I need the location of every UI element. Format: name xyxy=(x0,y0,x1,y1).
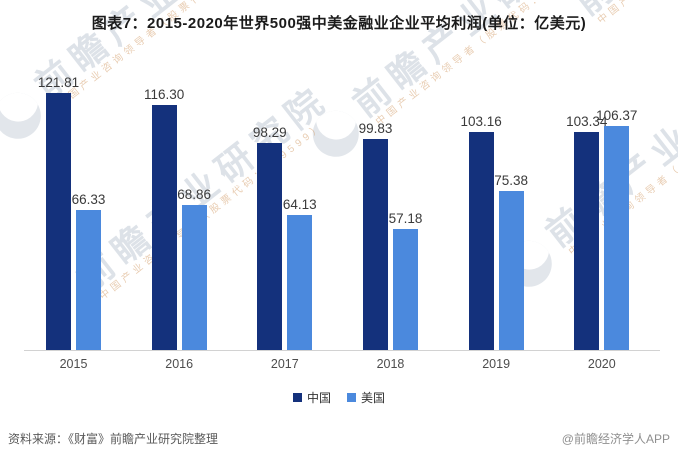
value-label-usa-2019: 75.38 xyxy=(494,173,529,188)
legend-swatch-usa xyxy=(347,393,356,402)
x-tick-2020: 2020 xyxy=(587,357,616,371)
value-label-usa-2015: 66.33 xyxy=(71,192,106,207)
legend: 中国 美国 xyxy=(0,389,678,406)
value-label-china-2020: 103.34 xyxy=(566,114,608,129)
value-label-usa-2020: 106.37 xyxy=(596,108,638,123)
bar-china-2017 xyxy=(257,143,283,350)
plot-area: 121.81 66.33 116.30 68.86 98.29 64.13 99.83 57.… xyxy=(24,75,660,351)
bar-usa-2016 xyxy=(181,205,207,350)
value-label-usa-2018: 57.18 xyxy=(388,211,423,226)
bar-usa-2020 xyxy=(604,126,630,350)
legend-label-china: 中国 xyxy=(306,391,331,405)
bar-usa-2018 xyxy=(392,229,418,350)
x-tick-2019: 2019 xyxy=(482,357,511,371)
bar-china-2018 xyxy=(362,139,388,350)
value-label-usa-2016: 68.86 xyxy=(177,187,212,202)
bar-usa-2017 xyxy=(287,215,313,350)
bar-china-2020 xyxy=(574,132,600,350)
source-note: 资料来源：《财富》前瞻产业研究院整理 xyxy=(8,432,219,446)
x-tick-2017: 2017 xyxy=(270,357,299,371)
value-label-china-2016: 116.30 xyxy=(144,87,185,102)
value-label-china-2015: 121.81 xyxy=(37,75,80,90)
bar-usa-2019 xyxy=(498,191,524,350)
legend-label-usa: 美国 xyxy=(361,391,386,405)
value-label-usa-2017: 64.13 xyxy=(282,197,317,212)
legend-swatch-china xyxy=(292,393,302,402)
value-label-china-2019: 103.16 xyxy=(460,114,502,129)
credit-note: @前瞻经济学人APP xyxy=(561,432,670,446)
x-tick-2018: 2018 xyxy=(376,357,405,371)
bar-china-2019 xyxy=(468,132,494,350)
bar-china-2015 xyxy=(46,93,71,350)
bar-usa-2015 xyxy=(76,210,101,350)
value-label-china-2018: 99.83 xyxy=(358,121,393,136)
bar-china-2016 xyxy=(151,105,177,350)
legend-item-usa: 美国 xyxy=(347,389,385,406)
x-tick-2015: 2015 xyxy=(59,357,88,371)
footer: 资料来源：《财富》前瞻产业研究院整理 @前瞻经济学人APP xyxy=(0,430,678,447)
value-label-china-2017: 98.29 xyxy=(252,125,287,140)
legend-item-china: 中国 xyxy=(292,389,331,406)
x-tick-2016: 2016 xyxy=(165,357,194,371)
chart-title: 图表7：2015-2020年世界500强中美金融业企业平均利润(单位：亿美元) xyxy=(91,15,587,32)
